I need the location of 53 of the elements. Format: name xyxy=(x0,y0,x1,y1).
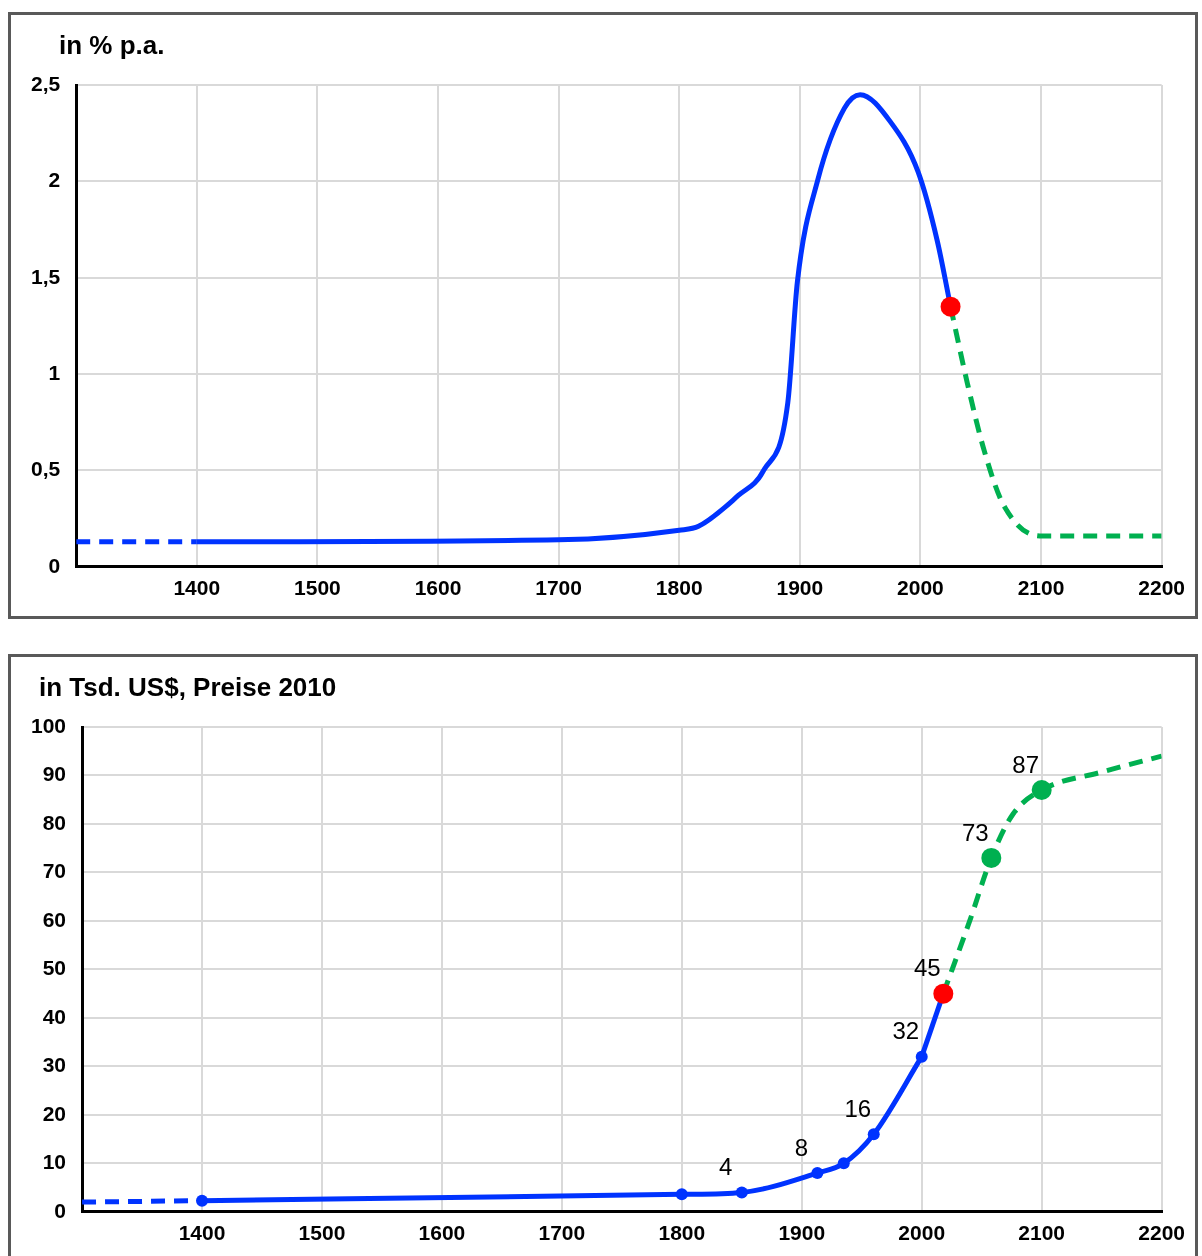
y-tick-label: 80 xyxy=(42,810,67,834)
y-tick-label: 70 xyxy=(42,859,67,883)
point xyxy=(811,1167,824,1180)
x-tick-label: 1400 xyxy=(178,1221,226,1245)
y-tick-label: 60 xyxy=(42,907,67,931)
y-tick-label: 0 xyxy=(54,1198,67,1222)
data-label: 45 xyxy=(913,954,941,982)
y-tick-label: 2,5 xyxy=(30,71,61,95)
point xyxy=(915,1050,928,1063)
y-axis-title: in % p.a. xyxy=(59,30,165,61)
x-tick-label: 2200 xyxy=(1138,576,1185,600)
y-tick-label: 90 xyxy=(42,762,67,786)
y-axis-title: in Tsd. US$, Preise 2010 xyxy=(39,672,337,703)
x-tick-label: 2100 xyxy=(1018,1221,1066,1245)
x-tick-label: 1800 xyxy=(655,576,703,600)
x-tick-label: 2000 xyxy=(897,576,944,600)
y-tick-label: 2 xyxy=(48,168,61,192)
point xyxy=(735,1186,748,1199)
x-tick-label: 1900 xyxy=(776,576,824,600)
x-tick-label: 1600 xyxy=(414,576,462,600)
data-label: 32 xyxy=(892,1017,920,1045)
y-tick-label: 100 xyxy=(30,713,67,737)
x-tick-label: 1400 xyxy=(173,576,221,600)
point xyxy=(933,983,954,1004)
y-tick-label: 0,5 xyxy=(30,457,61,481)
point xyxy=(867,1128,880,1141)
point xyxy=(675,1188,688,1201)
point xyxy=(837,1157,850,1170)
x-tick-label: 1600 xyxy=(418,1221,466,1245)
y-tick-label: 1 xyxy=(48,360,61,384)
x-tick-label: 1900 xyxy=(778,1221,826,1245)
y-tick-label: 50 xyxy=(42,956,67,980)
x-tick-label: 1800 xyxy=(658,1221,706,1245)
data-label: 87 xyxy=(1012,750,1040,778)
y-tick-label: 30 xyxy=(42,1053,67,1077)
data-label: 8 xyxy=(794,1133,809,1161)
y-tick-label: 1,5 xyxy=(30,264,61,288)
x-tick-label: 2100 xyxy=(1017,576,1065,600)
y-tick-label: 10 xyxy=(42,1150,67,1174)
x-tick-label: 2000 xyxy=(898,1221,946,1245)
x-tick-label: 2200 xyxy=(1138,1221,1185,1245)
y-tick-label: 0 xyxy=(48,553,61,577)
point xyxy=(1031,780,1052,801)
data-label: 73 xyxy=(961,818,989,846)
x-tick-label: 1500 xyxy=(298,1221,346,1245)
data-label: 16 xyxy=(844,1094,872,1122)
x-tick-label: 1500 xyxy=(294,576,341,600)
y-tick-label: 20 xyxy=(42,1101,67,1125)
data-label: 4 xyxy=(719,1153,733,1181)
y-tick-label: 40 xyxy=(42,1004,67,1028)
x-tick-label: 1700 xyxy=(538,1221,586,1245)
x-tick-label: 1700 xyxy=(535,576,582,600)
point xyxy=(981,847,1002,868)
